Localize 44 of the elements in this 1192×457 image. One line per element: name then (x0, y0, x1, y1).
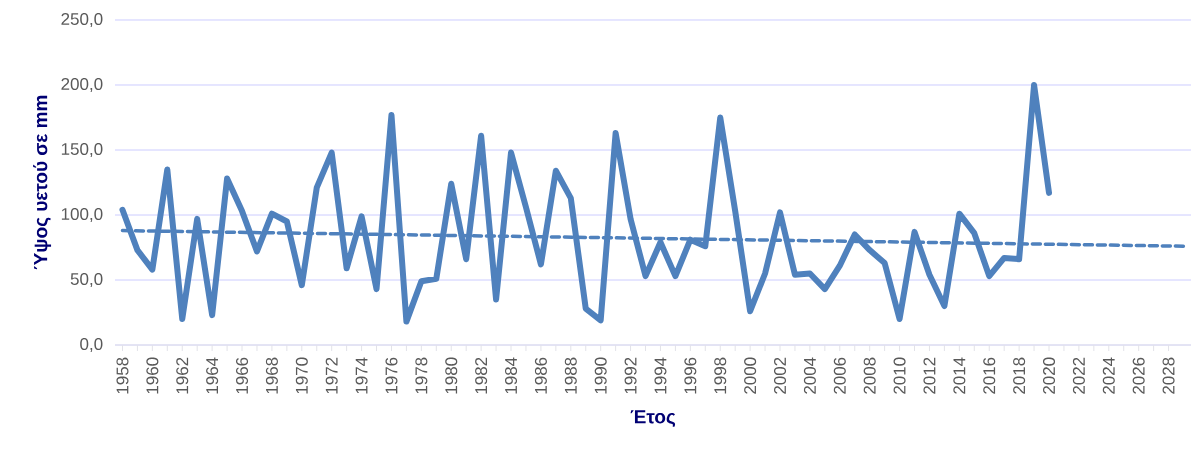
x-tick-label: 1988 (564, 357, 577, 394)
x-tick-label: 1958 (116, 357, 129, 394)
x-tick-label: 1980 (445, 357, 458, 394)
x-tick-label: 1976 (385, 357, 398, 394)
x-tick-label: 1996 (684, 357, 697, 394)
x-tick-label: 1978 (415, 357, 428, 394)
x-tick-label: 2024 (1102, 357, 1115, 394)
x-tick-label: 1990 (594, 357, 607, 394)
x-tick-label: 2006 (833, 357, 846, 394)
x-tick-label: 2014 (953, 357, 966, 394)
y-tick-label: 150,0 (61, 142, 103, 158)
x-tick-label: 2026 (1132, 357, 1145, 394)
x-tick-label: 2016 (983, 357, 996, 394)
y-tick-label: 200,0 (61, 77, 103, 93)
x-tick-label: 1984 (505, 357, 518, 394)
x-tick-label: 1966 (236, 357, 249, 394)
x-tick-label: 2012 (923, 357, 936, 394)
x-tick-label: 1972 (325, 357, 338, 394)
x-tick-label: 1974 (355, 357, 368, 394)
x-tick-label: 1968 (265, 357, 278, 394)
x-tick-label: 2000 (744, 357, 757, 394)
y-axis-title: Ύψος υετού σε mm (33, 95, 52, 270)
x-tick-label: 2028 (1162, 357, 1175, 394)
x-tick-label: 1998 (714, 357, 727, 394)
x-tick-label: 2004 (803, 357, 816, 394)
x-tick-label: 2002 (773, 357, 787, 394)
x-tick-label: 1962 (176, 357, 189, 394)
x-tick-label: 2010 (893, 357, 906, 394)
x-tick-label: 1960 (146, 357, 159, 394)
y-tick-label: 250,0 (61, 12, 103, 28)
x-tick-label: 2020 (1042, 357, 1056, 394)
x-axis-title: Έτος (630, 410, 676, 428)
x-tick-label: 1970 (295, 357, 308, 394)
x-tick-label: 2008 (863, 357, 876, 394)
x-tick-label: 1994 (654, 357, 667, 394)
x-tick-label: 1982 (475, 357, 488, 394)
y-tick-label: 50,0 (70, 272, 103, 288)
x-tick-label: 1964 (206, 357, 219, 394)
x-tick-label: 2022 (1072, 357, 1085, 394)
x-tick-label: 1986 (534, 357, 547, 394)
x-tick-label: 2018 (1013, 357, 1026, 394)
x-tick-label: 1992 (624, 357, 637, 394)
y-tick-label: 100,0 (61, 207, 103, 223)
y-tick-label: 0,0 (80, 337, 103, 353)
